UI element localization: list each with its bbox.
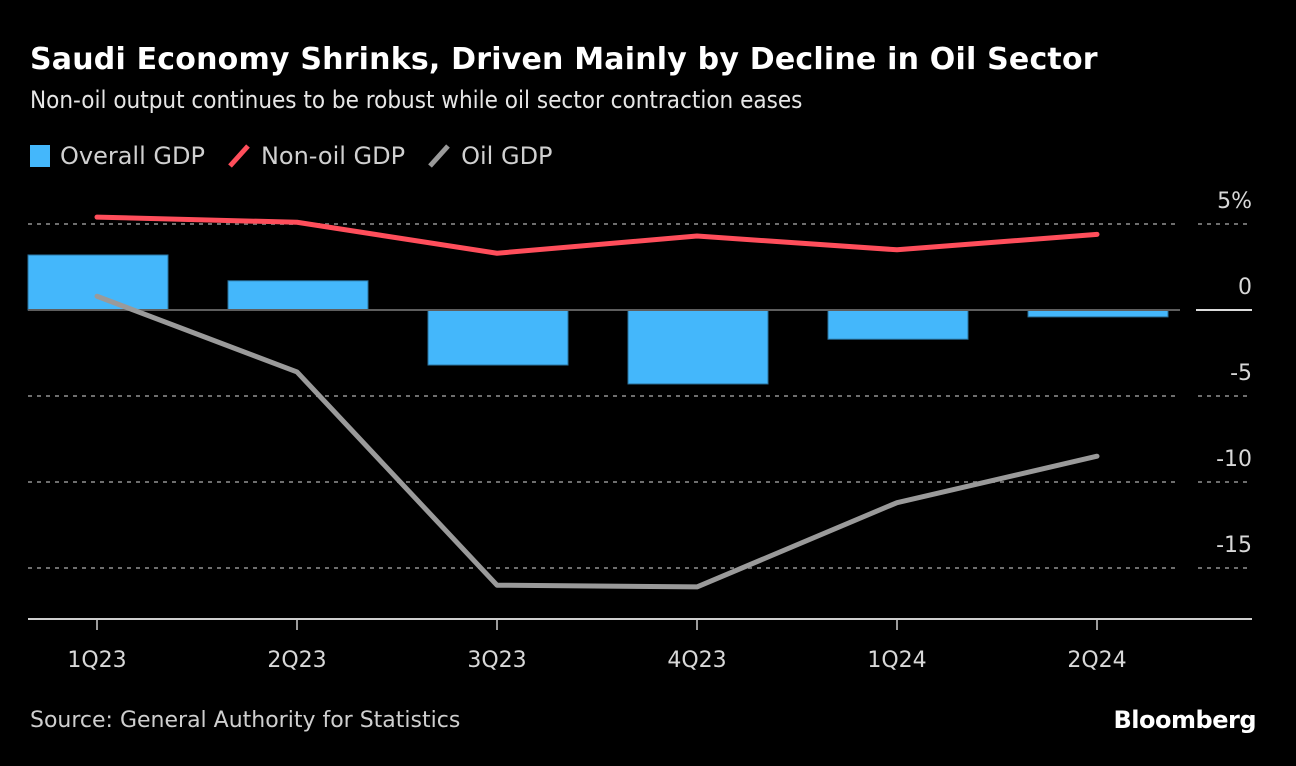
- x-tick-label: 4Q23: [667, 648, 726, 673]
- bar-swatch-icon: [30, 145, 50, 167]
- line-oil-gdp: [94, 293, 1100, 590]
- x-tick-label: 1Q23: [67, 648, 126, 673]
- line-swatch-icon: [428, 144, 450, 168]
- bar-overall-gdp: [1027, 309, 1169, 318]
- y-tick-label: 5%: [1217, 189, 1252, 214]
- bar-overall-gdp: [27, 254, 169, 311]
- x-tick-label: 1Q24: [867, 648, 926, 673]
- legend-item-overall-gdp: Overall GDP: [30, 142, 205, 170]
- y-tick-label: -10: [1216, 447, 1252, 472]
- source-note: Source: General Authority for Statistics: [30, 708, 461, 733]
- bar-overall-gdp: [227, 280, 369, 311]
- bar-overall-gdp: [827, 309, 969, 340]
- chart-subtitle: Non-oil output continues to be robust wh…: [30, 86, 803, 114]
- legend-label: Oil GDP: [461, 142, 553, 170]
- line-swatch-icon: [228, 144, 250, 168]
- y-tick-label: 0: [1238, 275, 1252, 300]
- x-tick-label: 2Q23: [267, 648, 326, 673]
- y-tick-label: -15: [1216, 533, 1252, 558]
- bar-overall-gdp: [427, 309, 569, 366]
- y-tick-label: -5: [1230, 361, 1252, 386]
- line-non-oil-gdp: [94, 214, 1100, 256]
- bar-overall-gdp: [627, 309, 769, 385]
- legend-label: Non-oil GDP: [260, 142, 406, 170]
- legend: Overall GDP Non-oil GDP Oil GDP: [30, 142, 575, 170]
- bloomberg-logo: Bloomberg: [1113, 706, 1257, 734]
- x-tick-label: 2Q24: [1067, 648, 1126, 673]
- legend-item-non-oil-gdp: Non-oil GDP: [227, 142, 405, 170]
- legend-item-oil-gdp: Oil GDP: [427, 142, 553, 170]
- x-tick-label: 3Q23: [467, 648, 526, 673]
- legend-label: Overall GDP: [60, 142, 205, 170]
- chart-title: Saudi Economy Shrinks, Driven Mainly by …: [30, 42, 1098, 77]
